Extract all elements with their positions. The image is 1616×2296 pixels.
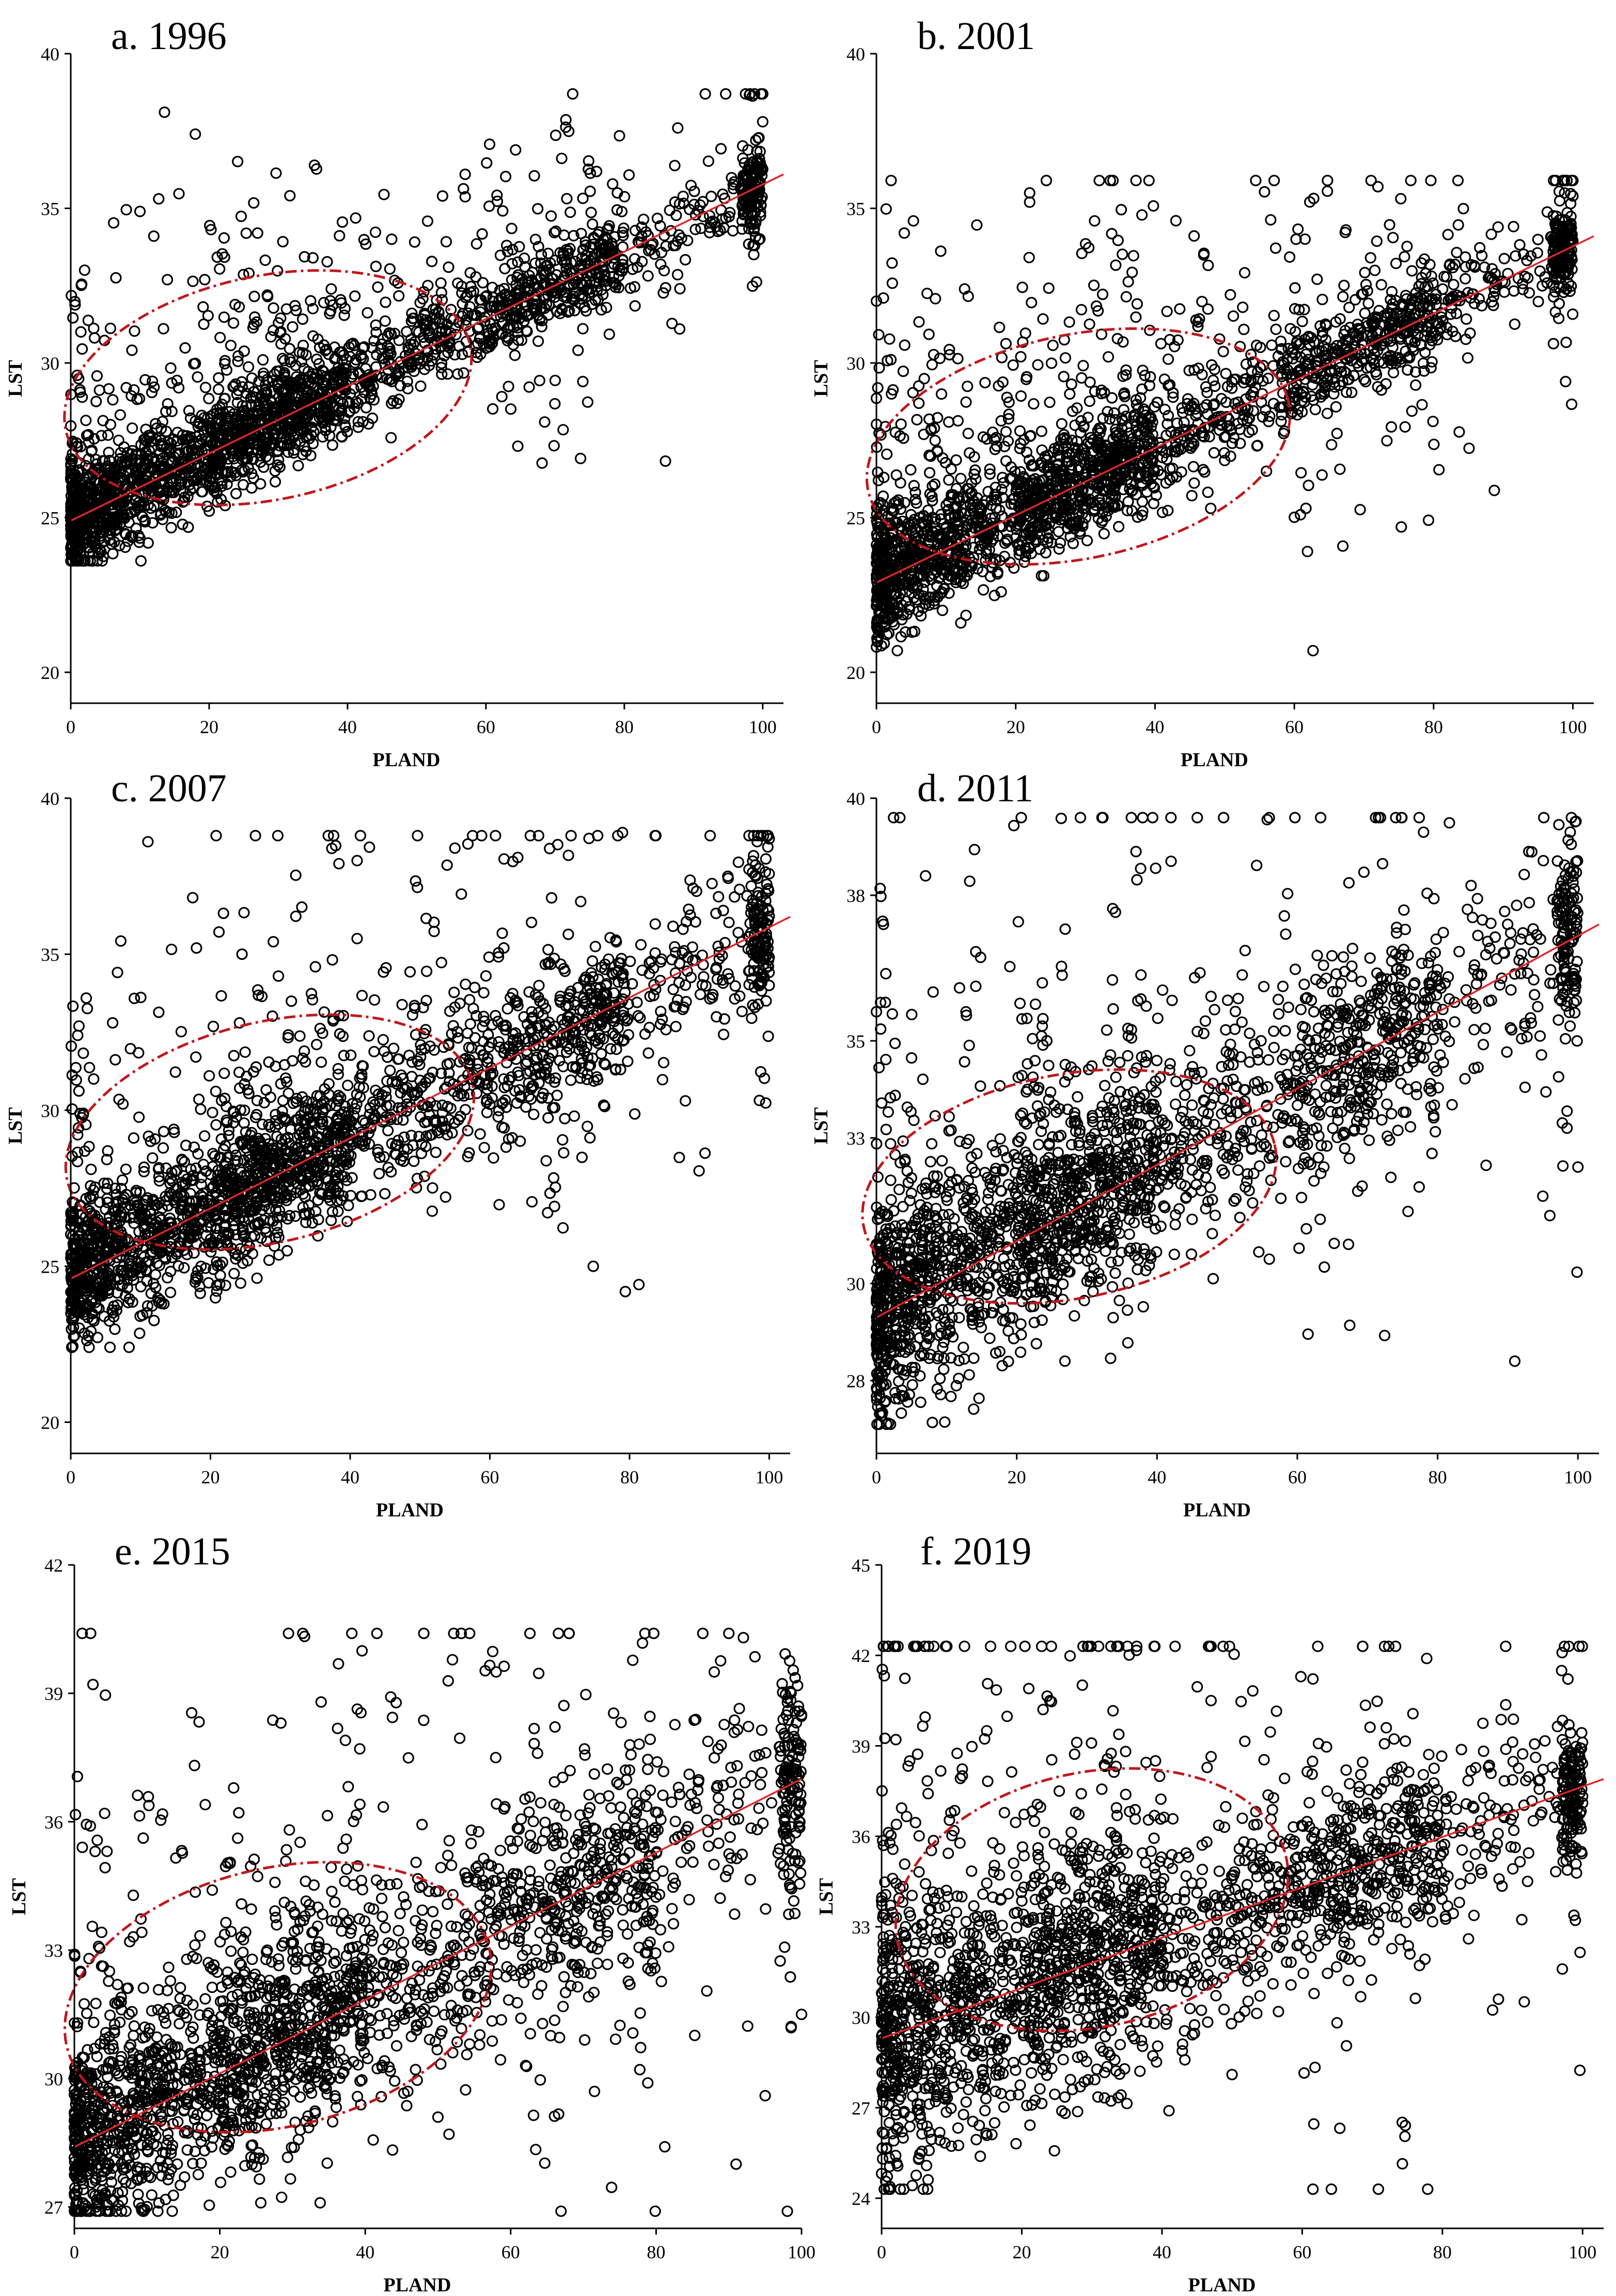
panel-a: 0 20 40 60 80 100 20 25 30 35 40 a. 1996 LST PLAND [5,14,784,771]
y-axis-title: LST [5,360,26,397]
y-tick-label: 35 [846,199,865,219]
data-point [679,254,692,266]
data-point [436,368,448,381]
scatter-points [65,88,768,567]
data-point [265,331,277,343]
data-point [426,256,438,267]
data-point [556,152,568,164]
data-point [379,315,391,327]
x-tick-label: 100 [1559,717,1587,737]
y-axis-title: LST [810,360,832,397]
x-tick-label: 60 [1285,717,1304,737]
x-axis-title: PLAND [1181,749,1248,771]
y-tick-label: 35 [41,199,59,219]
x-tick-label: 20 [1007,717,1025,737]
data-point [584,185,596,197]
y-tick-label: 40 [41,44,59,65]
data-point [582,396,594,408]
data-point [350,212,362,224]
data-point [307,330,319,342]
data-point [270,167,282,179]
panel-title: a. 1996 [111,14,227,58]
data-point [147,517,159,529]
y-tick-label: 20 [41,662,59,683]
data-point [699,88,711,100]
x-tick-label: 40 [338,717,357,737]
data-point [240,227,252,239]
data-point [380,296,391,308]
x-tick-label: 80 [615,717,634,737]
x-axis-title: PLAND [373,749,441,771]
panel-title: b. 2001 [917,14,1035,58]
data-point [299,251,310,263]
data-point [536,457,548,469]
data-point [669,196,681,208]
x-tick-label: 80 [1424,717,1443,737]
data-point [577,193,589,204]
x-tick-label: 0 [66,717,75,737]
y-tick-label: 25 [846,508,865,529]
data-point [284,190,296,202]
y-tick-label: 30 [41,353,59,374]
data-point [536,321,547,332]
data-point [296,313,309,325]
data-point [513,241,525,252]
x-tick-label: 0 [872,717,881,737]
y-tick-label: 40 [846,44,865,65]
x-tick-label: 60 [477,717,495,737]
x-tick-label: 20 [200,717,218,737]
y-tick-label: 20 [846,662,865,683]
data-point [743,238,755,250]
data-point [685,180,697,192]
data-point [370,260,382,273]
y-tick-label: 30 [846,353,865,374]
data-point [350,395,362,408]
data-point [496,391,508,403]
data-point [549,374,561,387]
data-point [165,521,177,534]
y-tick-label: 25 [41,508,59,529]
data-point [607,178,619,190]
data-point [497,205,509,217]
x-tick-label: 40 [1146,717,1164,737]
data-point [284,343,295,355]
data-point [421,215,434,227]
data-point [232,355,244,368]
data-point [550,129,562,141]
data-point [702,155,714,167]
x-tick-label: 100 [749,717,777,737]
